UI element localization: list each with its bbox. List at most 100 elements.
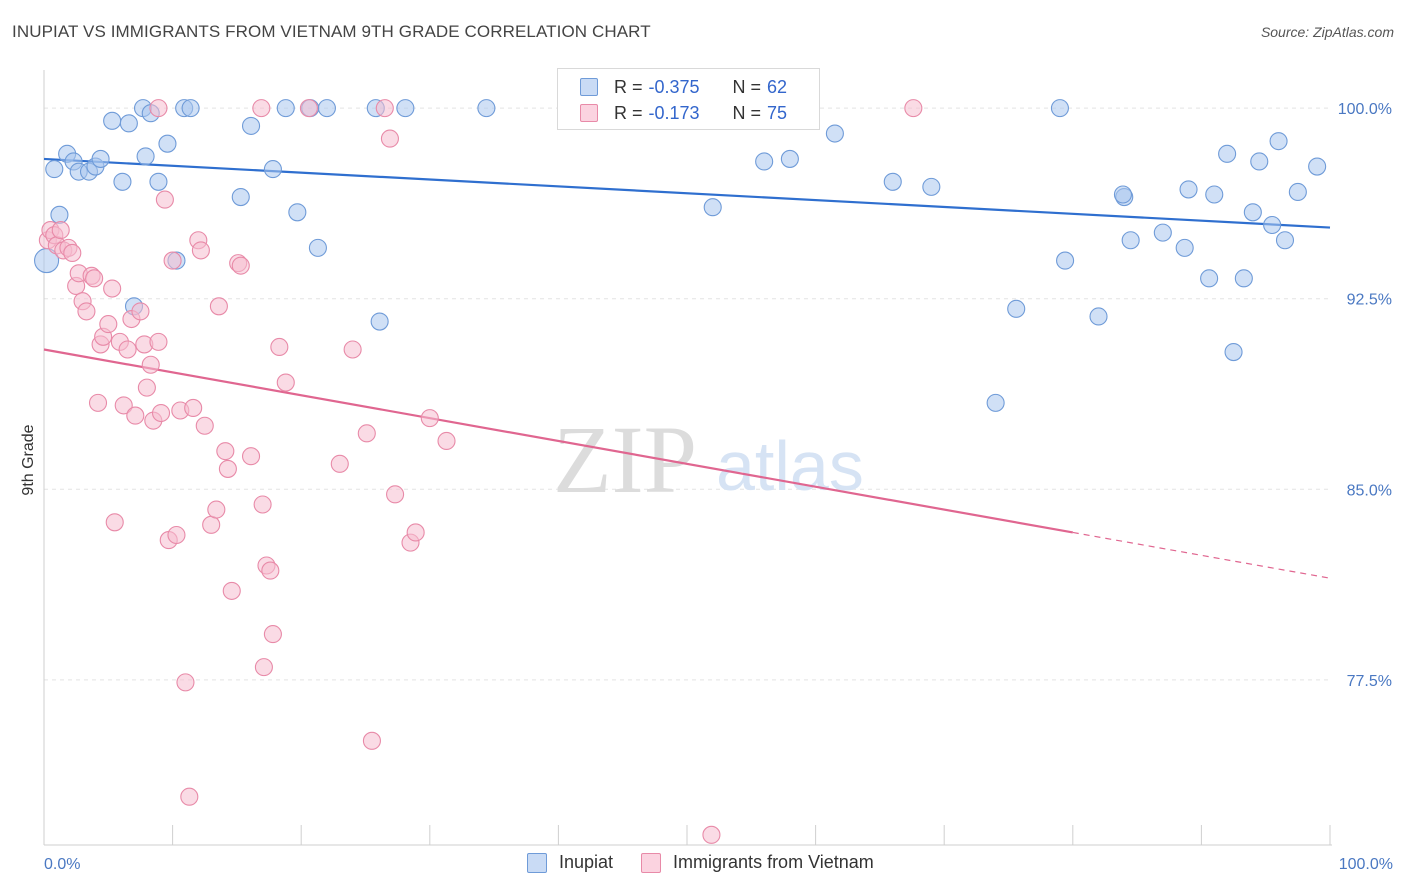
- chart-source: Source: ZipAtlas.com: [1260, 24, 1394, 40]
- point-blue: [136, 147, 155, 166]
- x-tick-labels: 0.0% 100.0%: [44, 856, 1393, 873]
- point-pink: [276, 373, 295, 392]
- point-pink: [163, 251, 182, 270]
- series-legend-vietnam: Immigrants from Vietnam: [641, 852, 874, 873]
- point-pink: [202, 515, 221, 534]
- point-pink: [141, 355, 160, 374]
- point-pink: [131, 302, 150, 321]
- legend-swatch-vietnam: [580, 104, 598, 122]
- legend-n-value-inupiat: 62: [767, 76, 788, 97]
- point-pink: [263, 625, 282, 644]
- point-blue: [317, 99, 336, 118]
- point-blue: [119, 114, 138, 133]
- x-ticks: [43, 825, 1331, 845]
- point-blue: [477, 99, 496, 118]
- point-blue: [1121, 231, 1140, 250]
- correlation-legend: R = -0.375 N = 62 R = -0.173 N = 75: [557, 68, 820, 130]
- point-pink: [270, 337, 289, 357]
- watermark-atlas: atlas: [716, 427, 864, 505]
- point-pink: [103, 279, 122, 298]
- point-pink: [343, 340, 362, 359]
- point-blue: [288, 203, 307, 222]
- y-tick-labels: 100.0% 92.5% 85.0% 77.5%: [1338, 101, 1392, 690]
- point-pink: [137, 378, 156, 397]
- point-pink: [380, 129, 399, 148]
- point-pink: [207, 500, 226, 519]
- point-blue: [231, 187, 250, 207]
- point-pink: [51, 221, 70, 240]
- point-pink: [63, 243, 82, 263]
- trend-lines: [43, 157, 1331, 579]
- y-tick-label: 100.0%: [1338, 101, 1392, 118]
- point-pink: [386, 485, 405, 504]
- point-blue: [1275, 231, 1295, 250]
- y-tick-label: 77.5%: [1347, 673, 1392, 690]
- point-pink: [167, 525, 186, 545]
- point-blue: [780, 149, 799, 168]
- point-pink: [151, 403, 171, 423]
- scatter-points: [34, 99, 1327, 844]
- point-pink: [375, 99, 394, 118]
- series-swatch-vietnam: [641, 852, 662, 873]
- point-pink: [195, 416, 214, 435]
- point-blue: [50, 205, 69, 224]
- legend-r-label: R =: [614, 76, 643, 97]
- series-legend-inupiat: Inupiat: [527, 852, 613, 873]
- point-blue: [263, 160, 282, 179]
- point-blue: [308, 238, 327, 257]
- point-blue: [181, 99, 200, 118]
- point-blue: [241, 116, 261, 135]
- point-blue: [1153, 223, 1172, 242]
- y-tick-label: 85.0%: [1347, 482, 1392, 499]
- point-pink: [105, 513, 124, 532]
- y-tick-label: 92.5%: [1347, 292, 1392, 309]
- point-blue: [1179, 180, 1198, 199]
- point-pink: [437, 431, 456, 451]
- point-blue: [1263, 215, 1282, 235]
- point-blue: [755, 152, 774, 171]
- point-blue: [1288, 182, 1307, 202]
- point-pink: [209, 297, 228, 316]
- point-pink: [114, 396, 133, 415]
- point-blue: [158, 134, 177, 153]
- point-pink: [88, 393, 108, 412]
- point-blue: [1308, 157, 1327, 176]
- point-blue: [276, 99, 295, 118]
- point-pink: [149, 99, 168, 118]
- chart-title: INUPIAT VS IMMIGRANTS FROM VIETNAM 9TH G…: [12, 22, 651, 41]
- legend-row-inupiat: R = -0.375 N = 62: [580, 75, 787, 99]
- point-pink: [149, 332, 168, 351]
- point-pink: [218, 459, 237, 478]
- legend-swatch-inupiat: [580, 78, 598, 96]
- point-blue: [922, 177, 941, 196]
- series-legend: Inupiat Immigrants from Vietnam: [527, 852, 902, 873]
- point-pink: [77, 302, 96, 321]
- point-blue: [1250, 152, 1269, 171]
- point-blue: [91, 149, 110, 168]
- series-name-vietnam: Immigrants from Vietnam: [673, 852, 874, 872]
- point-pink: [180, 787, 199, 806]
- point-pink: [231, 256, 250, 275]
- point-blue: [113, 172, 132, 191]
- point-blue: [1218, 144, 1237, 163]
- legend-r-value-inupiat: -0.375: [648, 76, 700, 97]
- point-blue: [1243, 203, 1262, 222]
- point-pink: [118, 340, 137, 359]
- axes: [43, 70, 1332, 846]
- point-pink: [176, 673, 195, 692]
- point-pink: [155, 190, 174, 209]
- point-blue: [1089, 307, 1108, 326]
- point-blue: [396, 99, 415, 118]
- point-blue: [1205, 185, 1224, 204]
- point-blue: [1050, 99, 1069, 118]
- point-pink: [702, 825, 721, 844]
- point-blue: [1007, 299, 1026, 318]
- legend-r-value-vietnam: -0.173: [648, 102, 700, 123]
- y-axis-label: 9th Grade: [20, 424, 37, 495]
- trend-line-pink: [43, 348, 1073, 534]
- trend-line-blue: [43, 157, 1331, 229]
- point-blue: [1200, 269, 1219, 288]
- point-pink: [253, 495, 272, 514]
- point-pink: [191, 241, 210, 260]
